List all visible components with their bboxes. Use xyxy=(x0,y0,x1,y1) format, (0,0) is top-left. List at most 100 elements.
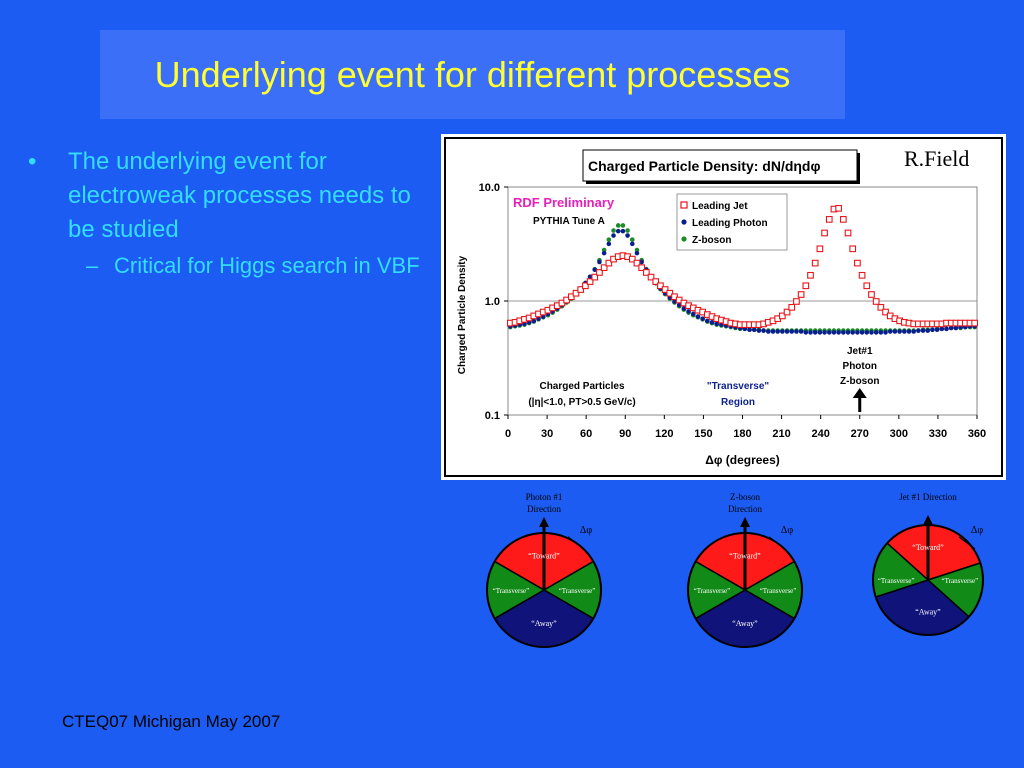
wheel-rim xyxy=(687,532,803,648)
point-photon xyxy=(920,328,926,333)
wheel-rim xyxy=(872,524,984,636)
delta-phi-arrow xyxy=(567,536,585,550)
point-photon xyxy=(686,309,691,314)
toward-label: “Toward” xyxy=(729,552,761,561)
away-region xyxy=(493,589,595,648)
point-photon xyxy=(587,274,593,280)
bullet-item-2: – Critical for Higgs search in VBF xyxy=(28,251,428,281)
point-jet xyxy=(825,216,833,223)
point-jet xyxy=(582,282,589,290)
point-jet xyxy=(577,286,585,293)
y-axis-label: Charged Particle Density xyxy=(457,255,468,374)
point-photon xyxy=(845,330,851,335)
point-jet xyxy=(567,293,575,301)
region-label-2: Region xyxy=(721,397,755,408)
point-photon xyxy=(916,328,921,333)
toward-label: “Toward” xyxy=(528,552,560,561)
point-photon xyxy=(873,330,879,335)
point-jet xyxy=(816,245,824,253)
away-label: “Away” xyxy=(915,608,941,617)
point-photon xyxy=(620,228,626,234)
point-jet xyxy=(643,269,650,276)
transverse-region-right xyxy=(926,562,984,618)
point-photon xyxy=(756,328,762,333)
point-photon xyxy=(639,259,644,265)
bullet-list: • The underlying event for electroweak p… xyxy=(28,145,428,281)
point-jet xyxy=(882,308,889,316)
author-label: R.Field xyxy=(904,146,969,171)
point-photon xyxy=(939,326,945,332)
arrow-head xyxy=(852,388,867,398)
y-tick-label: 10.0 xyxy=(479,182,500,194)
bullet-text-1: The underlying event for electroweak pro… xyxy=(68,148,411,243)
legend-label: Z-boson xyxy=(692,235,731,246)
delta-phi-arrow xyxy=(768,536,786,550)
x-tick-label: 60 xyxy=(580,428,592,440)
point-jet xyxy=(605,259,613,267)
point-photon xyxy=(625,233,630,238)
transverse-region-left xyxy=(687,560,747,620)
point-jet xyxy=(596,269,603,276)
transverse-label-right: “Transverse” xyxy=(760,587,797,595)
point-jet xyxy=(666,289,674,297)
point-photon xyxy=(841,330,846,335)
x-tick-label: 270 xyxy=(851,428,869,440)
point-photon xyxy=(690,311,696,317)
arrow-label-2: Photon xyxy=(843,361,877,372)
point-photon xyxy=(709,320,715,325)
chart-title: Charged Particle Density: dN/dηdφ xyxy=(588,158,821,174)
point-photon xyxy=(887,329,893,334)
transverse-label-left: “Transverse” xyxy=(493,587,530,595)
point-jet xyxy=(628,255,636,263)
x-tick-label: 240 xyxy=(811,428,829,440)
y-tick-label: 1.0 xyxy=(485,296,500,308)
point-jet xyxy=(811,259,819,267)
point-photon xyxy=(850,330,856,335)
transverse-region-right xyxy=(542,560,602,620)
point-photon xyxy=(681,306,687,311)
point-photon xyxy=(536,316,541,321)
chart-title-group: Charged Particle Density: dN/dηdφ xyxy=(582,149,860,184)
region-label-1: "Transverse" xyxy=(707,381,770,392)
point-photon xyxy=(812,330,818,335)
point-photon xyxy=(794,329,799,334)
point-photon xyxy=(606,241,612,247)
point-jet xyxy=(863,282,871,290)
point-photon xyxy=(676,302,682,308)
transverse-region-left xyxy=(872,542,930,598)
chart-title-box xyxy=(582,149,858,182)
point-photon xyxy=(906,329,912,334)
transverse-region-left xyxy=(486,560,546,620)
wheel-heading: Photon #1 xyxy=(526,492,563,502)
point-zboson xyxy=(629,237,635,242)
point-photon xyxy=(597,259,602,265)
legend-box xyxy=(676,193,788,251)
transverse-label-left: “Transverse” xyxy=(694,587,731,595)
point-photon xyxy=(634,250,640,256)
point-jet xyxy=(807,271,814,279)
chart-panel: 0 30 60 90 120 150 180 210 240 270 300 330 360 0.1 1.0… xyxy=(441,134,1006,480)
wheel-heading: Direction xyxy=(527,504,561,514)
point-jet xyxy=(647,273,655,281)
transverse-label-right: “Transverse” xyxy=(559,587,596,595)
y-tick-label: 0.1 xyxy=(485,410,500,422)
point-photon xyxy=(615,228,621,234)
point-zboson xyxy=(625,228,630,233)
x-tick-label: 150 xyxy=(694,428,712,440)
point-jet xyxy=(779,312,786,320)
away-region xyxy=(694,589,796,648)
transverse-region-right xyxy=(743,560,803,620)
point-photon xyxy=(831,330,837,335)
point-photon xyxy=(803,330,809,335)
point-photon xyxy=(798,329,804,334)
sub-bullet-marker: – xyxy=(86,253,99,278)
x-axis-label: Δφ (degrees) xyxy=(705,453,780,467)
cuts-label-1: Charged Particles xyxy=(539,381,624,392)
point-jet xyxy=(868,291,875,298)
point-jet xyxy=(839,216,847,223)
slide-title: Underlying event for different processes xyxy=(154,53,791,95)
bullet-text-2: Critical for Higgs search in VBF xyxy=(114,253,420,278)
arrow-label-3: Z-boson xyxy=(840,376,879,387)
delta-phi-label: Δφ xyxy=(971,525,983,536)
point-photon xyxy=(930,327,935,333)
